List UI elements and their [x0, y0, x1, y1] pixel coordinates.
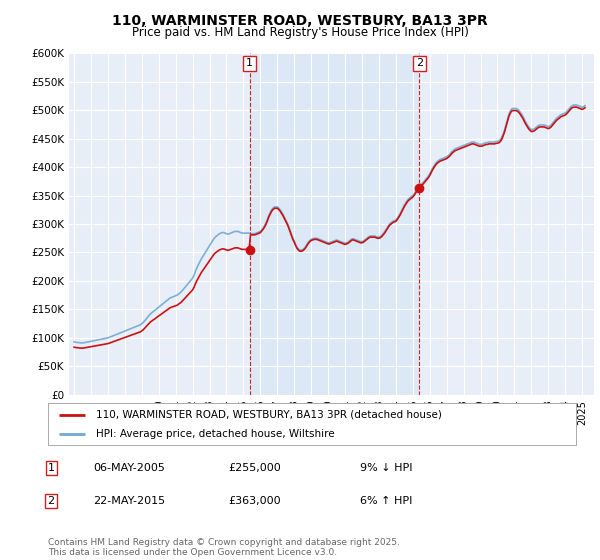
Text: 22-MAY-2015: 22-MAY-2015: [93, 496, 165, 506]
Text: 1: 1: [47, 463, 55, 473]
Text: Price paid vs. HM Land Registry's House Price Index (HPI): Price paid vs. HM Land Registry's House …: [131, 26, 469, 39]
Text: 110, WARMINSTER ROAD, WESTBURY, BA13 3PR (detached house): 110, WARMINSTER ROAD, WESTBURY, BA13 3PR…: [95, 409, 442, 419]
Text: 06-MAY-2005: 06-MAY-2005: [93, 463, 165, 473]
Text: £363,000: £363,000: [228, 496, 281, 506]
Text: 1: 1: [246, 58, 253, 68]
Text: 9% ↓ HPI: 9% ↓ HPI: [360, 463, 413, 473]
Text: Contains HM Land Registry data © Crown copyright and database right 2025.
This d: Contains HM Land Registry data © Crown c…: [48, 538, 400, 557]
Text: 6% ↑ HPI: 6% ↑ HPI: [360, 496, 412, 506]
Text: £255,000: £255,000: [228, 463, 281, 473]
Text: 2: 2: [416, 58, 423, 68]
Text: 110, WARMINSTER ROAD, WESTBURY, BA13 3PR: 110, WARMINSTER ROAD, WESTBURY, BA13 3PR: [112, 14, 488, 28]
Text: HPI: Average price, detached house, Wiltshire: HPI: Average price, detached house, Wilt…: [95, 429, 334, 439]
Text: 2: 2: [47, 496, 55, 506]
Bar: [250, 53, 419, 395]
